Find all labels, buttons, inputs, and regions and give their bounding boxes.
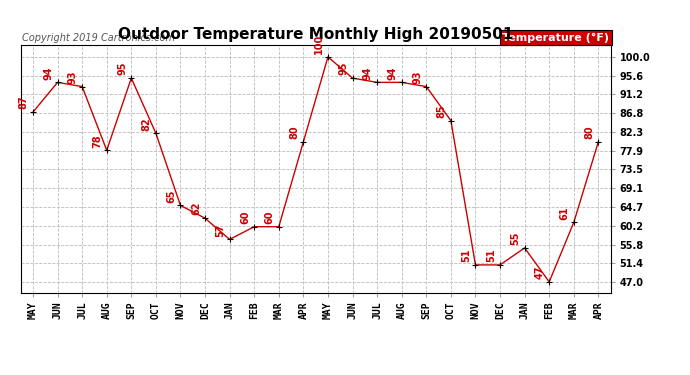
Text: 93: 93 — [412, 70, 422, 84]
Text: 80: 80 — [289, 125, 299, 139]
Text: Copyright 2019 Cartronics.com: Copyright 2019 Cartronics.com — [22, 33, 175, 42]
Text: 93: 93 — [68, 70, 78, 84]
Text: 85: 85 — [437, 104, 446, 118]
Text: 87: 87 — [19, 96, 29, 109]
Text: 95: 95 — [338, 62, 348, 75]
Text: 55: 55 — [511, 232, 520, 245]
Text: 94: 94 — [388, 66, 397, 80]
Text: 62: 62 — [191, 202, 201, 215]
Text: 94: 94 — [43, 66, 53, 80]
Text: Temperature (°F): Temperature (°F) — [502, 33, 609, 42]
Text: 100: 100 — [314, 34, 324, 54]
Text: 82: 82 — [141, 117, 152, 130]
Text: 65: 65 — [166, 189, 177, 203]
Text: 51: 51 — [486, 249, 496, 262]
Text: 80: 80 — [584, 125, 594, 139]
Text: 95: 95 — [117, 62, 127, 75]
Text: 61: 61 — [560, 206, 570, 220]
Text: 60: 60 — [240, 210, 250, 224]
Text: 47: 47 — [535, 266, 545, 279]
Text: 94: 94 — [363, 66, 373, 80]
Text: 51: 51 — [462, 249, 471, 262]
Text: 60: 60 — [265, 210, 275, 224]
Text: 78: 78 — [92, 134, 103, 147]
Text: 57: 57 — [215, 223, 226, 237]
Title: Outdoor Temperature Monthly High 20190501: Outdoor Temperature Monthly High 2019050… — [118, 27, 513, 42]
